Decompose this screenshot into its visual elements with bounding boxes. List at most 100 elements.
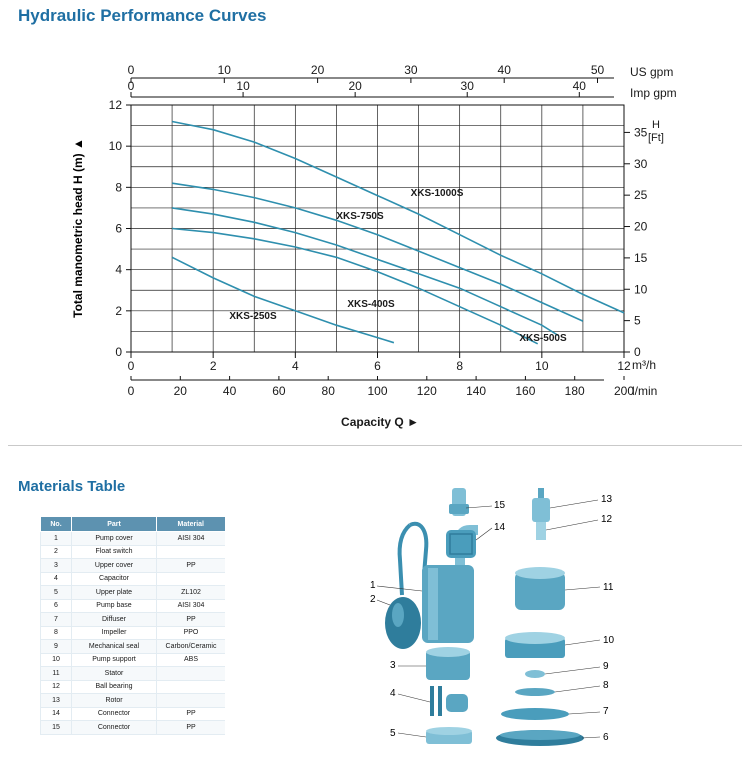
- tick-label-usgpm: 10: [218, 63, 232, 77]
- connector-14: [446, 530, 476, 558]
- curve-xks-250s: [171, 256, 395, 344]
- callout-4: 4: [390, 688, 396, 699]
- cell-no: 15: [40, 720, 72, 735]
- cell-material: PP: [156, 720, 225, 735]
- cell-material: [156, 693, 225, 708]
- unit-usgpm: US gpm: [630, 65, 673, 79]
- unit-impgpm: Imp gpm: [630, 86, 677, 100]
- upper-cover: [426, 650, 470, 680]
- pump-cover-highlight: [428, 568, 438, 640]
- rotor-shaft: [538, 488, 544, 498]
- pump-base-top: [500, 730, 580, 740]
- tick-label-usgpm: 20: [311, 63, 325, 77]
- table-row: 6 Pump base AISI 304: [40, 599, 225, 613]
- series-label: XKS-1000S: [411, 188, 464, 199]
- diffuser: [501, 708, 569, 720]
- mechanical-seal: [525, 670, 545, 678]
- capacitor-lead-2: [438, 686, 442, 716]
- materials-table: No. Part Material 1 Pump cover AISI 304 2 Fl…: [40, 516, 226, 735]
- cell-material: ABS: [156, 653, 225, 667]
- cell-part: Capacitor: [71, 572, 157, 586]
- float-switch-highlight: [392, 603, 404, 627]
- tick-label-hm: 4: [115, 263, 122, 277]
- curves-title: Hydraulic Performance Curves: [18, 6, 267, 25]
- curve-xks-750s: [171, 182, 584, 322]
- chart-labels: Total manometric head H (m) ▲ Capacity Q …: [71, 138, 567, 429]
- chart-ticks: 0 2 4 6 8 10 12 m³/h0 20 40 60 80 100 120 140 160 180 200…: [109, 63, 677, 398]
- ball-bearing: [536, 522, 546, 540]
- table-row: 3 Upper cover PP: [40, 558, 225, 573]
- cell-no: 5: [40, 585, 72, 600]
- col-no: No.: [40, 516, 72, 532]
- float-switch: [385, 597, 421, 649]
- pump-support-top: [505, 632, 565, 644]
- tick-label-lmin: 0: [128, 384, 135, 398]
- tick-label-hm: 8: [115, 180, 122, 194]
- tick-label-m3h: 8: [456, 359, 463, 373]
- chart-grid: [131, 105, 624, 352]
- tick-label-hft: 25: [634, 188, 648, 202]
- cell-part: Diffuser: [71, 612, 157, 627]
- callout-7: 7: [603, 706, 609, 717]
- cell-part: Impeller: [71, 626, 157, 640]
- float-cable: [397, 523, 412, 596]
- cell-no: 3: [40, 558, 72, 573]
- upper-cover-top: [426, 647, 470, 657]
- cell-part: Rotor: [71, 693, 157, 708]
- cell-no: 7: [40, 612, 72, 627]
- tick-label-hft: 30: [634, 157, 648, 171]
- cell-part: Mechanical seal: [71, 639, 157, 654]
- cell-material: AISI 304: [156, 531, 225, 546]
- tick-label-lmin: 40: [223, 384, 237, 398]
- tick-label-m3h: 12: [617, 359, 631, 373]
- tick-label-hm: 6: [115, 222, 122, 236]
- stator: [515, 572, 565, 610]
- capacitor-lead-1: [430, 686, 434, 716]
- unit-m3h: m³/h: [632, 358, 656, 372]
- upper-plate-top: [426, 727, 472, 735]
- tick-label-lmin: 140: [466, 384, 486, 398]
- callout-1: 1: [370, 580, 376, 591]
- cell-part: Connector: [71, 707, 157, 721]
- curve-xks-400s: [172, 227, 539, 345]
- tick-label-hm: 2: [115, 304, 122, 318]
- tick-label-usgpm: 40: [498, 63, 512, 77]
- cell-material: PP: [156, 612, 225, 627]
- series-label: XKS-750S: [336, 211, 384, 222]
- tick-label-impgpm: 40: [573, 79, 587, 93]
- table-row: 13 Rotor: [40, 693, 225, 708]
- tick-label-hft: 5: [634, 314, 641, 328]
- table-row: 10 Pump support ABS: [40, 653, 225, 667]
- x-axis-label: Capacity Q ►: [341, 415, 419, 429]
- tick-label-hft: 15: [634, 251, 648, 265]
- tick-label-usgpm: 50: [591, 63, 605, 77]
- tick-label-lmin: 60: [272, 384, 286, 398]
- cell-no: 8: [40, 626, 72, 640]
- series-label: XKS-500S: [519, 333, 567, 344]
- float-cable-loop: [409, 521, 429, 576]
- leader-lines: [376, 499, 601, 739]
- cell-material: [156, 680, 225, 694]
- y-axis-label: Total manometric head H (m) ▲: [71, 138, 85, 318]
- col-material: Material: [156, 516, 226, 532]
- materials-title: Materials Table: [18, 478, 126, 495]
- table-row: 11 Stator: [40, 666, 225, 681]
- section-divider: [8, 445, 742, 446]
- tick-label-usgpm: 30: [404, 63, 418, 77]
- tick-label-hft: 10: [634, 282, 648, 296]
- series-label: XKS-250S: [229, 311, 277, 322]
- tick-label-impgpm: 0: [128, 79, 135, 93]
- cell-material: Carbon/Ceramic: [156, 639, 225, 654]
- callout-12: 12: [601, 514, 613, 525]
- tick-label-impgpm: 20: [348, 79, 362, 93]
- cell-no: 6: [40, 599, 72, 613]
- cell-material: PP: [156, 558, 225, 573]
- unit-hft-h: H: [652, 119, 660, 131]
- cell-no: 2: [40, 545, 72, 559]
- impeller: [515, 688, 555, 696]
- tick-label-m3h: 10: [535, 359, 549, 373]
- curve-xks-500s: [171, 207, 559, 337]
- cell-material: [156, 545, 225, 559]
